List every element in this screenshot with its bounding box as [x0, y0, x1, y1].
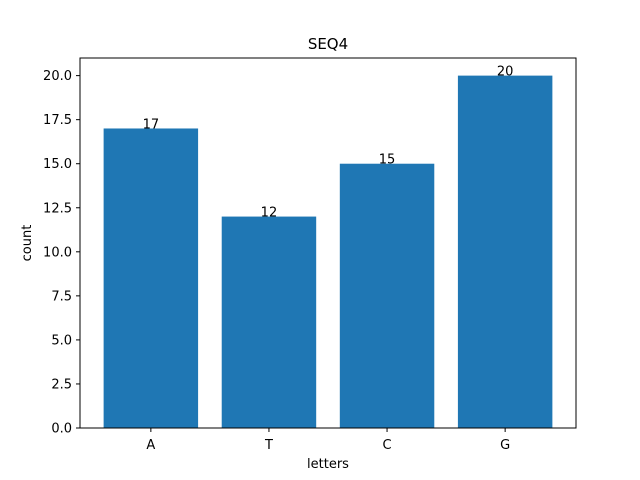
y-axis-ticks: 0.0 2.5 5.0 7.5 10.0 12.5 15.0 17.5 20.0 [43, 69, 80, 437]
y-tick-label: 20.0 [43, 69, 72, 84]
data-labels-group: 17 12 15 20 [143, 65, 514, 221]
y-tick-label: 17.5 [43, 113, 72, 128]
chart-title: SEQ4 [308, 35, 348, 53]
bar-A [103, 128, 199, 428]
y-tick-label: 0.0 [51, 422, 72, 437]
y-tick-label: 10.0 [43, 245, 72, 260]
x-axis-label: letters [307, 457, 349, 472]
y-tick-label: 7.5 [51, 289, 72, 304]
y-tick-label: 2.5 [51, 377, 72, 392]
x-tick-label-G: G [500, 438, 510, 453]
plot-frame [79, 57, 577, 429]
data-label-A: 17 [143, 117, 160, 132]
bar-G [457, 75, 553, 428]
data-label-T: 12 [261, 206, 278, 221]
y-tick-label: 5.0 [51, 333, 72, 348]
data-label-G: 20 [497, 65, 514, 80]
y-tick-label: 15.0 [43, 157, 72, 172]
bar-C [339, 163, 435, 428]
x-tick-label-A: A [146, 438, 155, 453]
y-axis-label: count [20, 225, 35, 262]
data-label-C: 15 [379, 153, 396, 168]
y-tick-label: 12.5 [43, 201, 72, 216]
x-tick-label-C: C [383, 438, 392, 453]
x-tick-label-T: T [264, 438, 273, 453]
bars-group [103, 75, 553, 428]
bar-T [221, 216, 317, 428]
